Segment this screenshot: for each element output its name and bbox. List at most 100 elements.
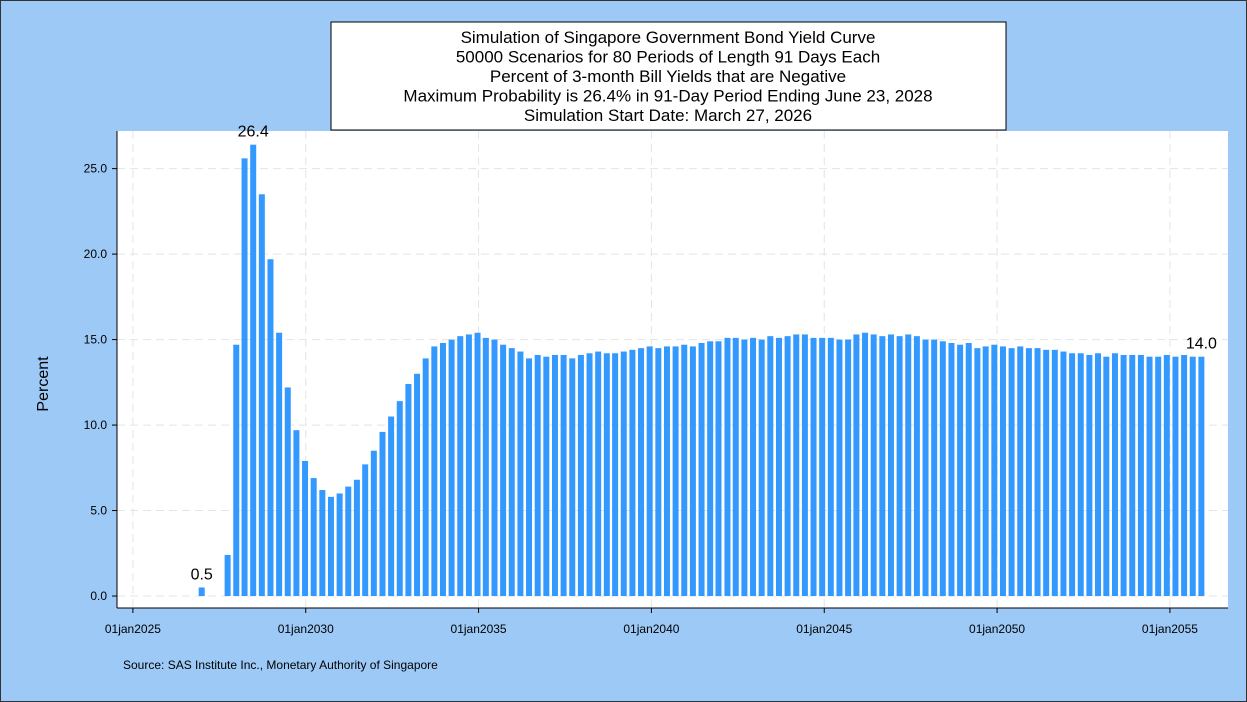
bar — [276, 332, 283, 597]
bar — [336, 493, 343, 597]
bar — [974, 348, 981, 597]
bar — [939, 341, 946, 597]
bar — [672, 346, 679, 597]
bar — [1129, 354, 1136, 597]
y-axis-label: Percent — [35, 356, 52, 412]
bar — [224, 555, 231, 597]
bar — [1120, 354, 1127, 597]
bar — [526, 358, 533, 597]
bar — [724, 337, 731, 597]
y-tick-label: 20.0 — [84, 247, 108, 261]
bar — [431, 346, 438, 597]
bar — [1051, 349, 1058, 597]
bar — [646, 346, 653, 597]
bar — [1060, 351, 1067, 597]
bar — [569, 358, 576, 597]
bar — [905, 334, 912, 597]
bar — [793, 334, 800, 597]
bar — [370, 450, 377, 597]
value-label: 26.4 — [238, 124, 269, 141]
bar — [379, 431, 386, 597]
bar — [801, 334, 808, 597]
bar — [1043, 349, 1050, 597]
bar — [991, 344, 998, 597]
bar — [1103, 356, 1110, 597]
bar — [853, 334, 860, 597]
bar — [784, 336, 791, 597]
bar — [870, 334, 877, 597]
y-tick-label: 5.0 — [90, 504, 107, 518]
bar — [302, 460, 309, 597]
bar — [1111, 353, 1118, 597]
bar — [629, 349, 636, 597]
bar — [1163, 354, 1170, 597]
value-label: 14.0 — [1186, 336, 1217, 353]
bar — [1189, 356, 1196, 597]
bar — [258, 194, 265, 597]
value-label: 0.5 — [191, 566, 213, 583]
bar — [1034, 348, 1041, 597]
bar — [1077, 353, 1084, 597]
bar — [1181, 354, 1188, 597]
x-tick-label: 01jan2030 — [278, 622, 334, 636]
bar — [353, 479, 360, 597]
bar — [1137, 354, 1144, 597]
bar — [534, 354, 541, 597]
x-tick-label: 01jan2050 — [969, 622, 1025, 636]
bar — [577, 354, 584, 597]
bar — [732, 337, 739, 597]
y-tick-label: 15.0 — [84, 333, 108, 347]
bar — [827, 337, 834, 597]
bar — [560, 354, 567, 597]
bar — [836, 339, 843, 597]
bar — [689, 346, 696, 597]
bar — [741, 339, 748, 597]
bar — [551, 354, 558, 597]
x-tick-label: 01jan2045 — [796, 622, 852, 636]
bar — [327, 496, 334, 597]
bar — [474, 332, 481, 597]
title-line: Simulation Start Date: March 27, 2026 — [524, 106, 812, 125]
bar — [284, 387, 291, 597]
bar — [775, 337, 782, 597]
bar — [319, 490, 326, 597]
title-box — [330, 21, 1007, 131]
bar — [819, 337, 826, 597]
title: Simulation of Singapore Government Bond … — [403, 28, 932, 125]
y-tick-label: 10.0 — [84, 418, 108, 432]
bar — [448, 339, 455, 597]
bar — [198, 587, 205, 597]
x-tick-label: 01jan2035 — [451, 622, 507, 636]
bar — [508, 348, 515, 597]
bar — [595, 351, 602, 597]
bar — [414, 373, 421, 597]
bar — [999, 346, 1006, 597]
bars — [198, 144, 1205, 597]
bar — [896, 336, 903, 597]
bar — [638, 348, 645, 597]
bar — [845, 339, 852, 597]
bar — [586, 353, 593, 597]
bar — [767, 336, 774, 597]
bar — [982, 346, 989, 597]
bar — [1146, 356, 1153, 597]
bar — [500, 344, 507, 597]
title-line: Percent of 3-month Bill Yields that are … — [490, 67, 846, 86]
bar — [1095, 353, 1102, 597]
x-tick-label: 01jan2040 — [623, 622, 679, 636]
bar — [293, 430, 300, 597]
bar — [655, 348, 662, 597]
x-tick-label: 01jan2025 — [105, 622, 161, 636]
x-tick-label: 01jan2055 — [1142, 622, 1198, 636]
bar — [465, 334, 472, 597]
bar — [750, 337, 757, 597]
bar — [698, 343, 705, 597]
bar — [603, 353, 610, 597]
bar — [620, 351, 627, 597]
bar — [931, 339, 938, 597]
bar — [362, 464, 369, 597]
bar — [345, 486, 352, 597]
bar — [922, 339, 929, 597]
bar — [965, 343, 972, 597]
